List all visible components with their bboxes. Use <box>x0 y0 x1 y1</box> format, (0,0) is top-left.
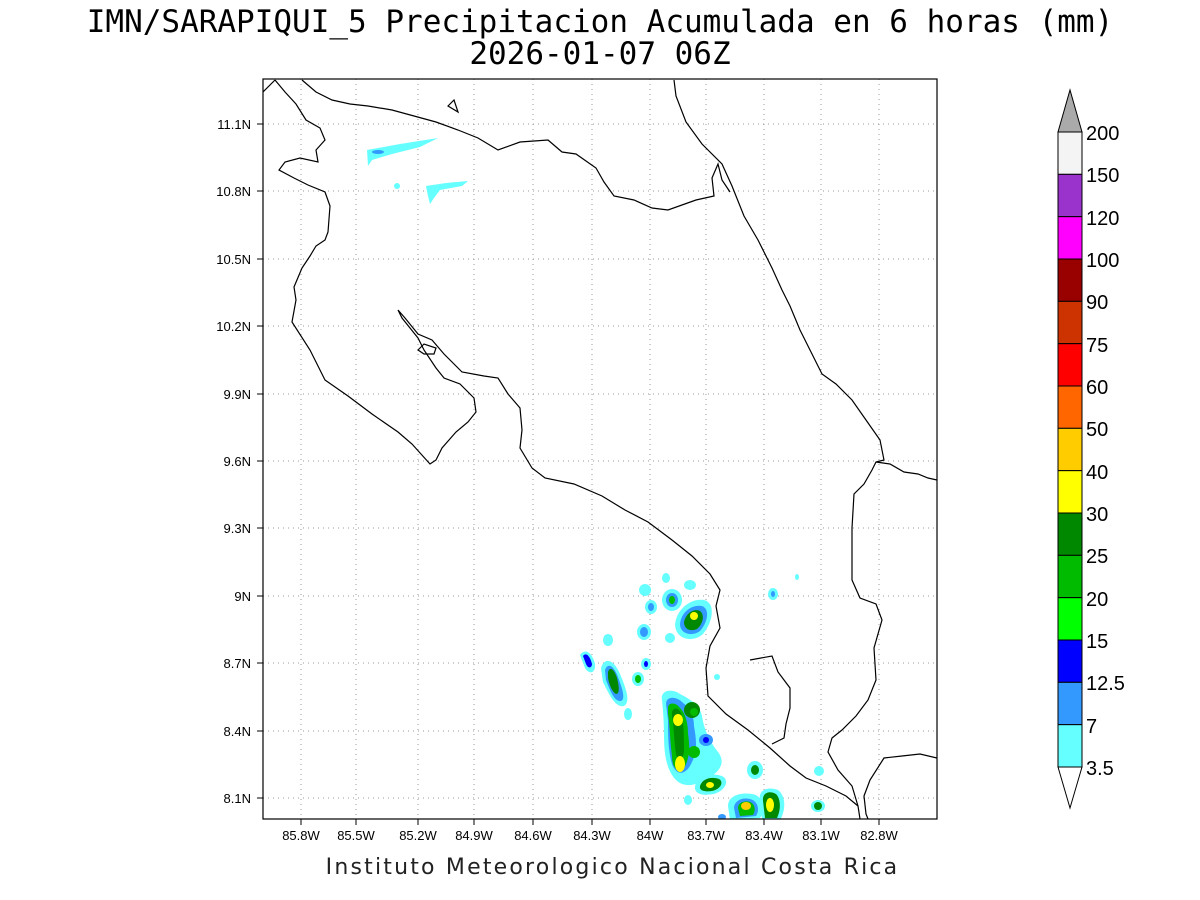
rain-band-north <box>367 138 438 166</box>
lon-label: 83.4W <box>745 828 783 843</box>
legend-label: 90 <box>1086 292 1108 314</box>
legend-label: 120 <box>1086 208 1119 230</box>
lon-label: 83.1W <box>802 828 840 843</box>
legend-label: 7 <box>1086 716 1097 738</box>
lon-label: 85.2W <box>399 828 437 843</box>
legend-color-box <box>1057 470 1083 514</box>
color-legend: 200 150 120 100 90 75 60 50 40 30 25 20 … <box>1057 88 1125 810</box>
footer-credit: Instituto Meteorologico Nacional Costa R… <box>325 855 900 880</box>
lon-label: 84.6W <box>514 828 552 843</box>
axis-ticks <box>257 123 880 825</box>
lat-label: 9.6N <box>224 454 251 469</box>
legend-color-box <box>1057 681 1083 726</box>
legend-label: 40 <box>1086 462 1108 484</box>
lon-label: 85.8W <box>282 828 320 843</box>
legend-label: 12.5 <box>1086 673 1125 695</box>
legend-color-box <box>1057 427 1083 472</box>
lat-label: 8.1N <box>224 791 251 806</box>
legend-color-box <box>1057 173 1083 218</box>
lat-axis-labels: 11.1N 10.8N 10.5N 10.2N 9.9N 9.6N 9.3N 9… <box>216 117 251 806</box>
legend-color-box <box>1057 216 1083 260</box>
lat-label: 10.8N <box>216 184 251 199</box>
lat-label: 8.4N <box>224 724 251 739</box>
lat-label: 9.9N <box>224 387 251 402</box>
map-date: 2026-01-07 06Z <box>469 36 731 72</box>
legend-color-box <box>1057 512 1083 556</box>
legend-color-box <box>1057 343 1083 387</box>
map-title: IMN/SARAPIQUI_5 Precipitacion Acumulada … <box>86 4 1114 40</box>
legend-label: 150 <box>1086 165 1119 187</box>
plot-frame <box>262 78 938 820</box>
legend-label: 60 <box>1086 377 1108 399</box>
lon-label: 84.3W <box>573 828 611 843</box>
lat-label: 9.3N <box>224 521 251 536</box>
legend-label: 3.5 <box>1086 758 1114 780</box>
legend-label: 20 <box>1086 589 1108 611</box>
rain-cells-south <box>580 573 825 819</box>
lat-label: 11.1N <box>217 117 251 132</box>
legend-color-box <box>1057 131 1083 175</box>
rain-core-north <box>372 150 384 154</box>
legend-label: 75 <box>1086 335 1108 357</box>
lat-label: 9N <box>234 589 251 604</box>
rain-band-north-2 <box>426 181 468 204</box>
precipitation-field <box>367 138 825 819</box>
legend-color-box <box>1057 300 1083 345</box>
legend-label: 25 <box>1086 546 1108 568</box>
legend-color-box <box>1057 724 1083 768</box>
lon-label: 84.9W <box>455 828 493 843</box>
legend-label: 200 <box>1086 123 1119 145</box>
legend-color-box <box>1057 258 1083 302</box>
legend-color-box <box>1057 597 1083 641</box>
lat-label: 10.5N <box>216 252 251 267</box>
lon-label: 84W <box>637 828 664 843</box>
legend-under-triangle <box>1057 766 1083 810</box>
coastline-borders <box>263 79 937 819</box>
lon-label: 83.7W <box>687 828 725 843</box>
legend-color-box <box>1057 554 1083 599</box>
rain-spot <box>394 183 400 189</box>
legend-labels: 200 150 120 100 90 75 60 50 40 30 25 20 … <box>1086 123 1125 780</box>
legend-color-boxes <box>1057 131 1083 768</box>
lat-label: 10.2N <box>216 319 251 334</box>
legend-label: 15 <box>1086 631 1108 653</box>
legend-color-box <box>1057 639 1083 683</box>
lon-label: 85.5W <box>337 828 375 843</box>
legend-over-triangle <box>1057 88 1083 133</box>
lat-label: 8.7N <box>224 656 251 671</box>
legend-label: 30 <box>1086 504 1108 526</box>
legend-label: 50 <box>1086 419 1108 441</box>
legend-label: 100 <box>1086 250 1119 272</box>
lon-axis-labels: 85.8W 85.5W 85.2W 84.9W 84.6W 84.3W 84W … <box>282 828 898 843</box>
map-gridlines <box>263 79 937 819</box>
legend-color-box <box>1057 385 1083 429</box>
lon-label: 82.8W <box>860 828 898 843</box>
